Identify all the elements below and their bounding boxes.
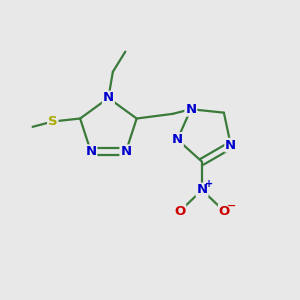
Text: N: N — [185, 103, 197, 116]
Text: N: N — [85, 145, 97, 158]
Text: +: + — [205, 179, 213, 189]
Text: −: − — [227, 200, 236, 210]
Text: S: S — [48, 115, 58, 128]
Text: N: N — [225, 139, 236, 152]
Text: O: O — [219, 205, 230, 218]
Text: N: N — [172, 133, 183, 146]
Text: N: N — [103, 92, 114, 104]
Text: O: O — [174, 205, 185, 218]
Text: N: N — [120, 145, 131, 158]
Text: N: N — [196, 184, 208, 196]
